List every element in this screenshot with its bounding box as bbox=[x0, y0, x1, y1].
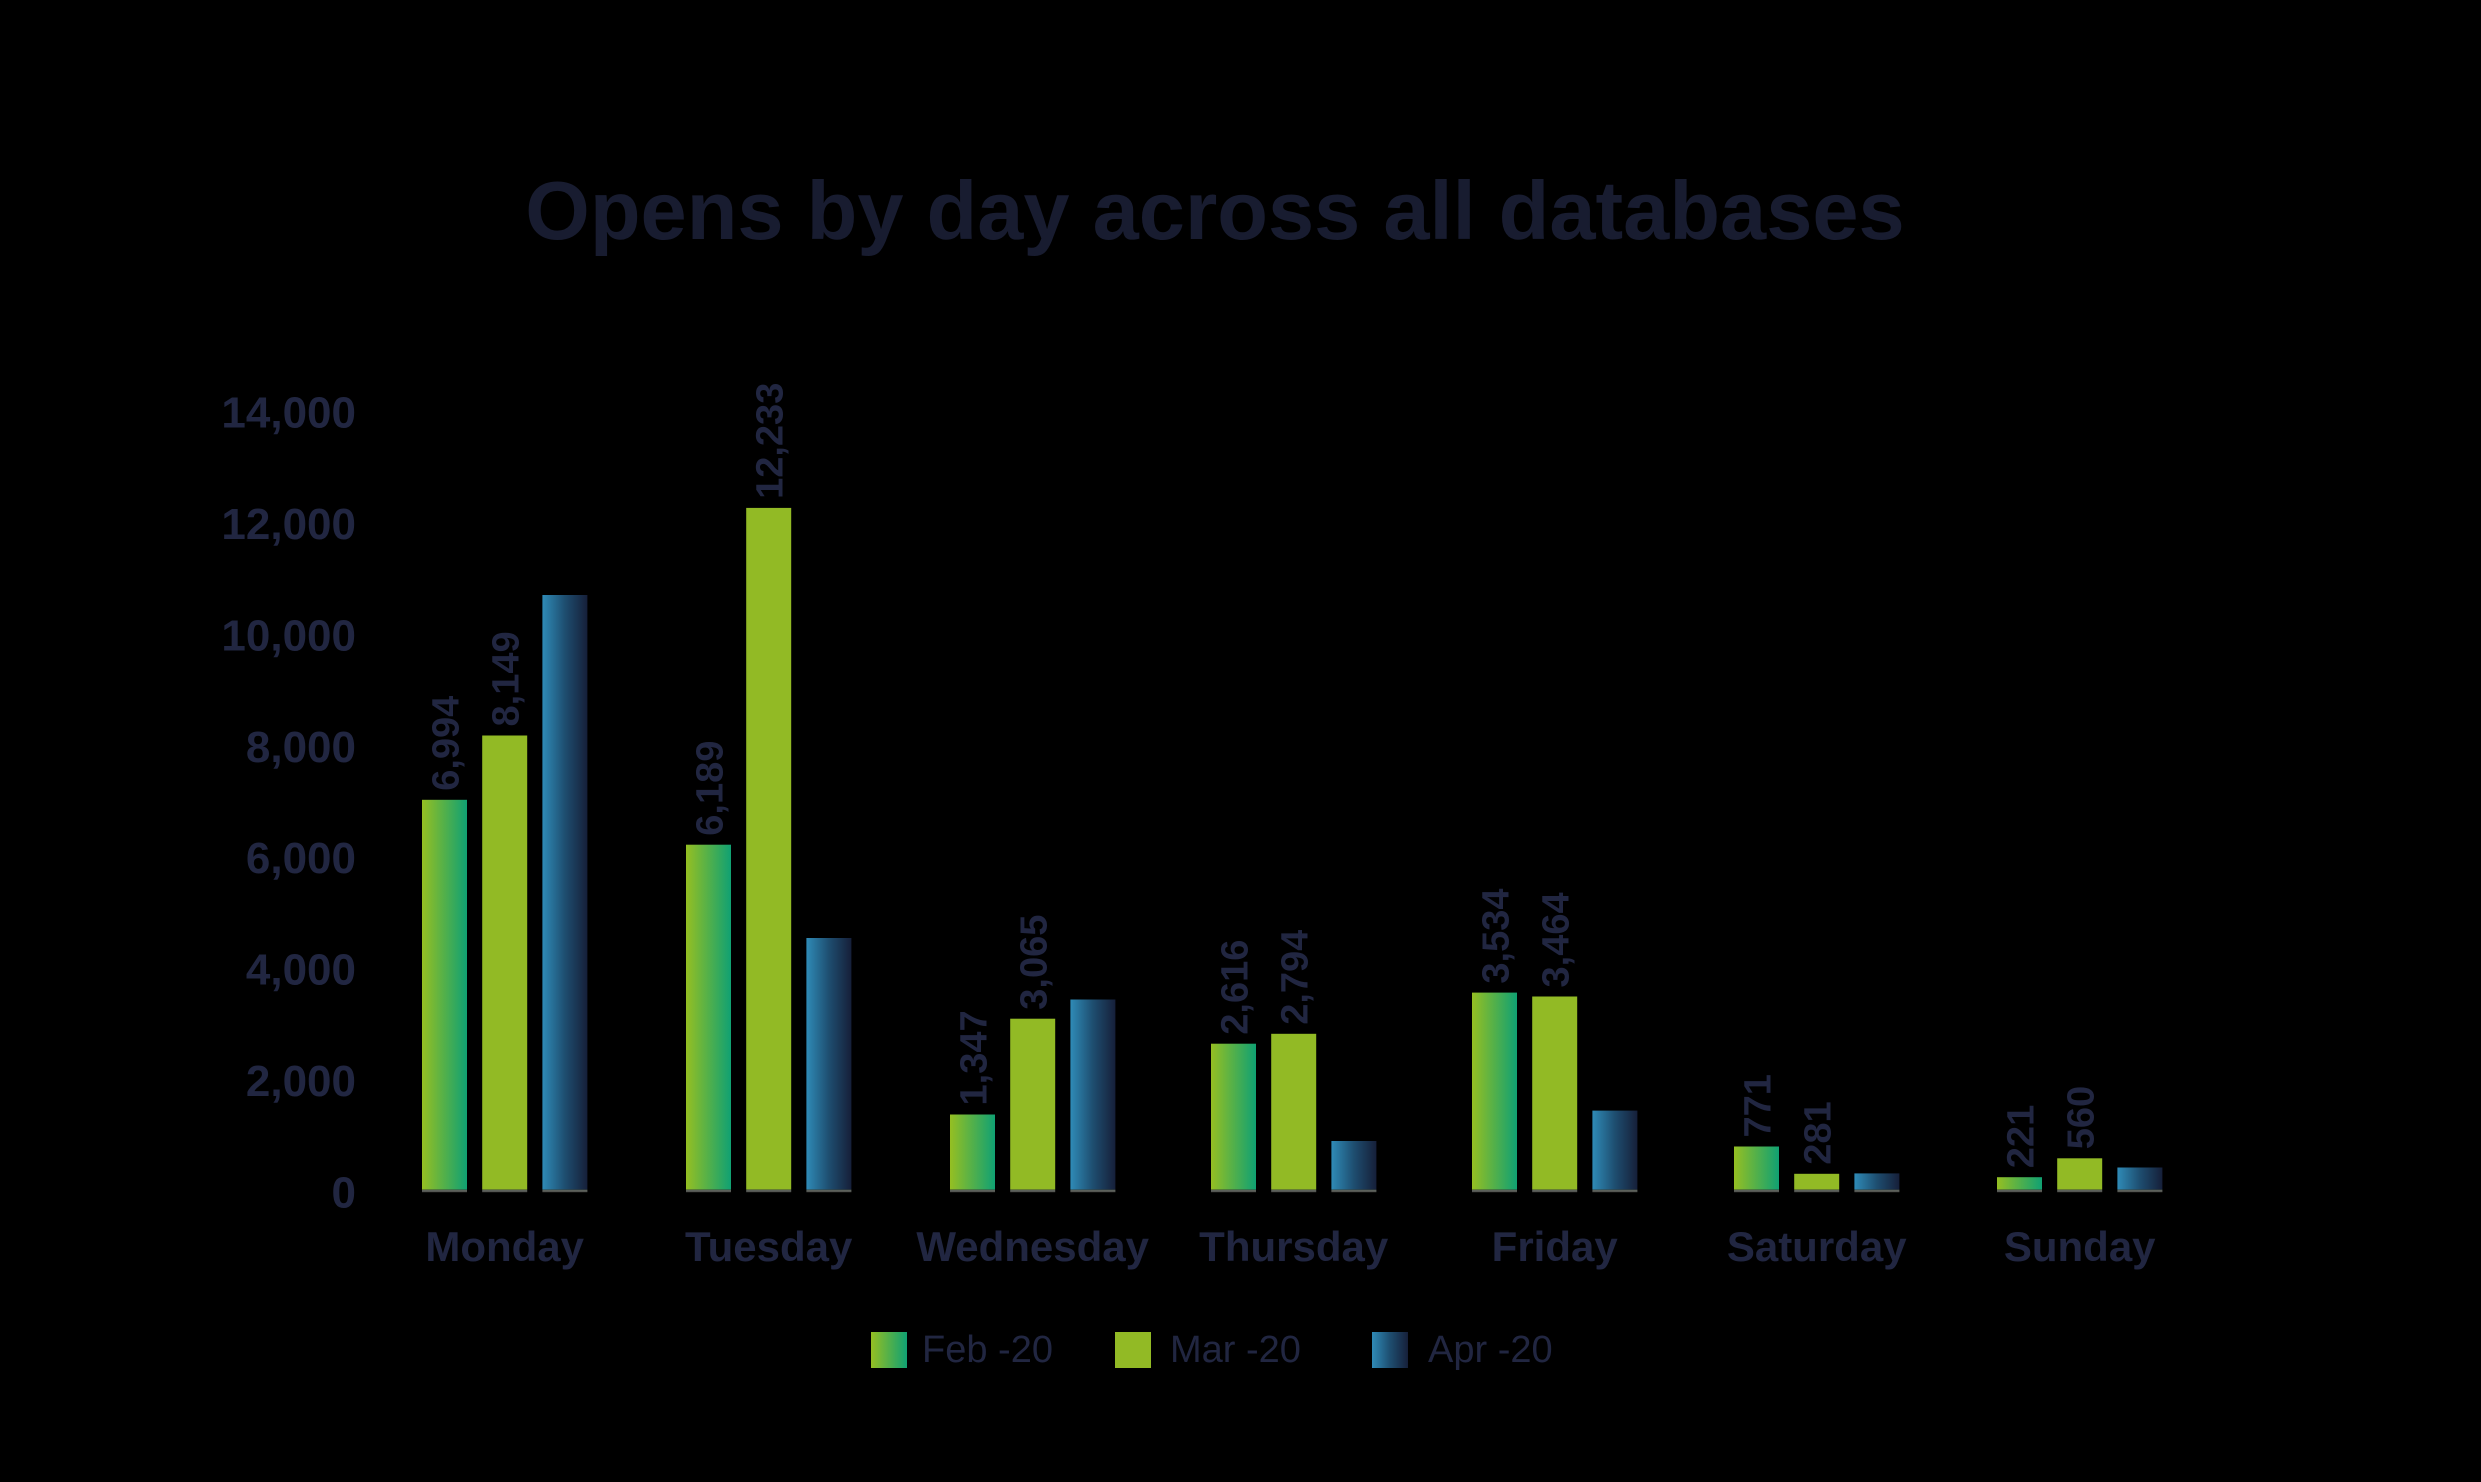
svg-text:6,994: 6,994 bbox=[425, 696, 467, 791]
svg-text:771: 771 bbox=[1737, 1074, 1779, 1137]
svg-text:3,464: 3,464 bbox=[1536, 892, 1578, 987]
svg-text:Saturday: Saturday bbox=[1727, 1223, 1907, 1270]
svg-text:12,233: 12,233 bbox=[750, 383, 792, 499]
svg-text:2,000: 2,000 bbox=[246, 1057, 356, 1106]
svg-text:3,065: 3,065 bbox=[1014, 915, 1056, 1010]
svg-text:1,347: 1,347 bbox=[953, 1010, 995, 1105]
svg-text:8,000: 8,000 bbox=[246, 723, 356, 772]
svg-text:Feb -20: Feb -20 bbox=[922, 1329, 1053, 1371]
svg-text:2,616: 2,616 bbox=[1214, 940, 1256, 1035]
svg-text:Mar -20: Mar -20 bbox=[1170, 1329, 1301, 1371]
svg-text:Friday: Friday bbox=[1492, 1223, 1619, 1270]
svg-text:221: 221 bbox=[2000, 1105, 2042, 1168]
svg-text:2,794: 2,794 bbox=[1275, 930, 1317, 1025]
svg-text:12,000: 12,000 bbox=[221, 500, 356, 549]
svg-text:Thursday: Thursday bbox=[1199, 1223, 1389, 1270]
svg-text:6,000: 6,000 bbox=[246, 834, 356, 883]
svg-text:4,000: 4,000 bbox=[246, 946, 356, 995]
svg-text:10,000: 10,000 bbox=[221, 611, 356, 660]
svg-text:Sunday: Sunday bbox=[2004, 1223, 2156, 1270]
svg-text:281: 281 bbox=[1798, 1101, 1840, 1164]
svg-text:6,189: 6,189 bbox=[689, 741, 731, 836]
svg-text:Monday: Monday bbox=[425, 1223, 584, 1270]
svg-text:14,000: 14,000 bbox=[221, 389, 356, 438]
svg-text:0: 0 bbox=[332, 1169, 356, 1218]
svg-text:Wednesday: Wednesday bbox=[916, 1223, 1149, 1270]
svg-text:Opens by day across all databa: Opens by day across all databases bbox=[525, 164, 1904, 257]
svg-text:Tuesday: Tuesday bbox=[685, 1223, 853, 1270]
svg-text:8,149: 8,149 bbox=[486, 631, 528, 726]
svg-text:Apr -20: Apr -20 bbox=[1428, 1329, 1553, 1371]
svg-text:560: 560 bbox=[2061, 1086, 2103, 1149]
svg-text:3,534: 3,534 bbox=[1475, 889, 1517, 984]
